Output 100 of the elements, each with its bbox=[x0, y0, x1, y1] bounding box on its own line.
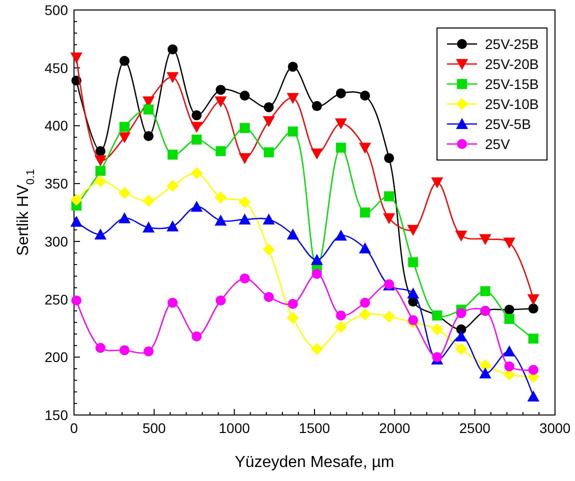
point bbox=[166, 180, 179, 192]
point bbox=[480, 286, 490, 296]
point bbox=[310, 343, 323, 356]
point bbox=[360, 298, 370, 308]
point bbox=[359, 242, 372, 254]
point bbox=[120, 345, 130, 356]
point bbox=[118, 132, 131, 144]
point bbox=[94, 155, 106, 166]
point bbox=[384, 153, 394, 164]
point bbox=[336, 88, 346, 98]
point bbox=[528, 304, 538, 314]
y-tick-label: 350 bbox=[44, 176, 68, 192]
point bbox=[216, 295, 226, 306]
point bbox=[190, 122, 203, 133]
legend-label: 25V-25B bbox=[485, 36, 539, 52]
point bbox=[336, 310, 346, 320]
point bbox=[262, 116, 275, 128]
point bbox=[192, 331, 202, 342]
point bbox=[503, 345, 516, 356]
point bbox=[95, 342, 106, 353]
point bbox=[384, 191, 394, 202]
point bbox=[286, 228, 299, 240]
point bbox=[190, 200, 203, 212]
point bbox=[264, 147, 274, 158]
y-tick-label: 450 bbox=[44, 60, 68, 76]
point bbox=[527, 390, 540, 402]
point bbox=[408, 315, 418, 326]
point bbox=[168, 298, 178, 308]
legend-label: 25V-10B bbox=[485, 96, 539, 112]
point bbox=[216, 146, 226, 156]
point bbox=[288, 298, 298, 309]
point bbox=[70, 216, 82, 227]
point bbox=[216, 84, 226, 95]
point bbox=[142, 222, 155, 233]
point bbox=[166, 72, 179, 84]
point bbox=[70, 194, 82, 206]
point bbox=[94, 175, 106, 188]
point bbox=[527, 294, 540, 306]
point bbox=[70, 52, 82, 64]
point bbox=[71, 295, 82, 306]
x-tick-label: 500 bbox=[142, 420, 166, 436]
point bbox=[528, 334, 538, 344]
point bbox=[336, 142, 346, 153]
point bbox=[288, 62, 298, 72]
point bbox=[262, 213, 275, 224]
point bbox=[407, 224, 420, 236]
point bbox=[120, 122, 130, 132]
point bbox=[214, 214, 227, 226]
point bbox=[407, 288, 420, 298]
y-tick-label: 500 bbox=[44, 2, 68, 18]
point bbox=[455, 230, 468, 242]
y-tick-label: 300 bbox=[44, 233, 68, 250]
point bbox=[214, 96, 227, 108]
point bbox=[383, 310, 396, 323]
point bbox=[94, 228, 106, 240]
point bbox=[504, 314, 514, 324]
point bbox=[359, 142, 372, 154]
point bbox=[334, 118, 347, 130]
point bbox=[95, 166, 106, 176]
point bbox=[192, 110, 202, 120]
point bbox=[312, 268, 322, 279]
point bbox=[238, 213, 251, 224]
point bbox=[142, 194, 155, 207]
point bbox=[214, 191, 227, 204]
point bbox=[528, 364, 538, 375]
point bbox=[240, 273, 250, 284]
point bbox=[144, 131, 154, 142]
point bbox=[240, 90, 250, 101]
point bbox=[504, 304, 514, 315]
y-tick-label: 150 bbox=[44, 407, 68, 423]
point bbox=[240, 123, 250, 134]
point bbox=[238, 196, 251, 208]
point bbox=[144, 346, 154, 356]
point bbox=[455, 343, 468, 356]
point bbox=[286, 92, 299, 104]
point bbox=[456, 308, 466, 318]
point bbox=[144, 104, 154, 115]
point bbox=[360, 208, 370, 218]
x-tick-label: 2500 bbox=[459, 420, 491, 436]
point bbox=[192, 134, 202, 145]
point bbox=[431, 323, 444, 336]
x-tick-label: 1500 bbox=[298, 420, 330, 436]
point bbox=[118, 186, 131, 199]
point bbox=[168, 44, 178, 54]
y-tick-label: 200 bbox=[44, 349, 68, 366]
point bbox=[479, 359, 492, 372]
point bbox=[479, 234, 492, 246]
point bbox=[264, 102, 274, 112]
point bbox=[431, 177, 444, 188]
point bbox=[264, 292, 274, 302]
point bbox=[95, 146, 106, 156]
point bbox=[238, 153, 251, 164]
point bbox=[168, 150, 178, 160]
legend-label: 25V-20B bbox=[485, 56, 539, 72]
point bbox=[310, 254, 323, 265]
legend-label: 25V-15B bbox=[485, 76, 539, 92]
x-tick-label: 3000 bbox=[539, 420, 571, 436]
point bbox=[359, 308, 372, 320]
point bbox=[503, 238, 516, 249]
point bbox=[312, 101, 322, 112]
